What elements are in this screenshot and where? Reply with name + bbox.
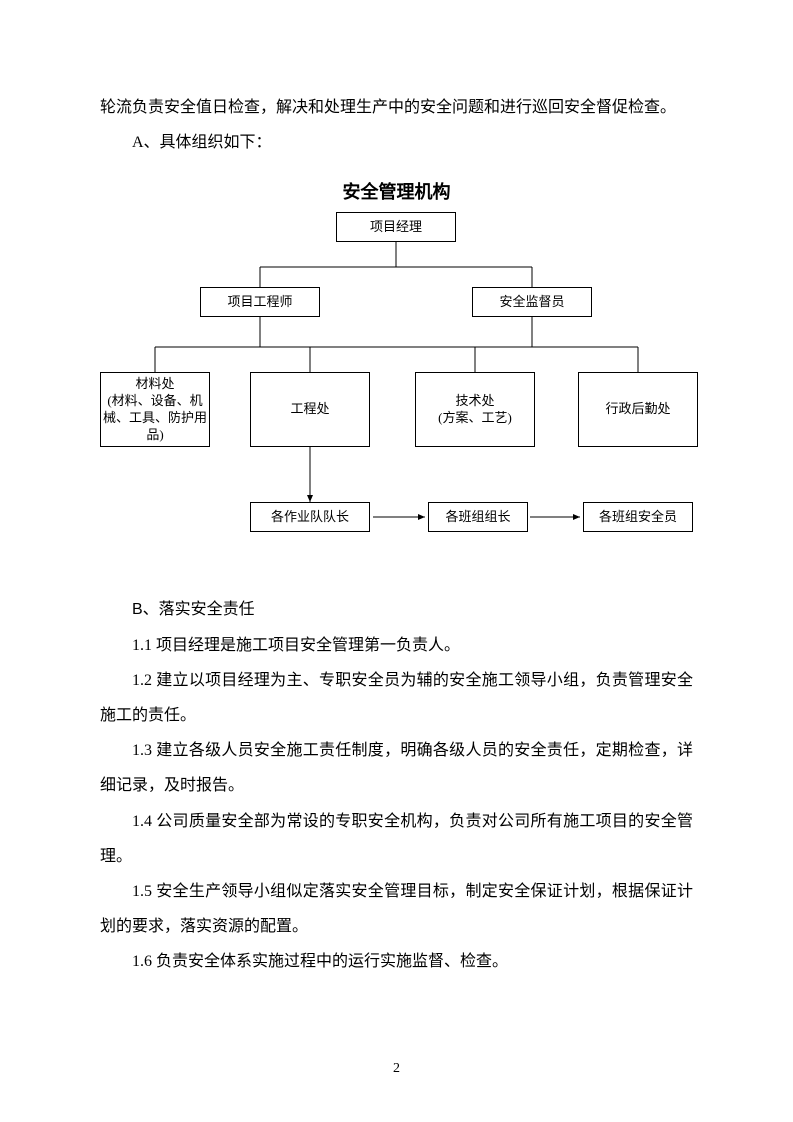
heading-b: B、落实安全责任	[100, 592, 693, 627]
node-project-engineer: 项目工程师	[200, 287, 320, 317]
node-group-leader: 各班组组长	[428, 502, 528, 532]
node-engineering: 工程处	[250, 372, 370, 447]
p-1-2: 1.2 建立以项目经理为主、专职安全员为辅的安全施工领导小组，负责管理安全施工的…	[100, 663, 693, 733]
p-1-1: 1.1 项目经理是施工项目安全管理第一负责人。	[100, 628, 693, 663]
p-1-4: 1.4 公司质量安全部为常设的专职安全机构，负责对公司所有施工项目的安全管理。	[100, 804, 693, 874]
node-safety-member: 各班组安全员	[583, 502, 693, 532]
p-1-5: 1.5 安全生产领导小组似定落实安全管理目标，制定安全保证计划，根据保证计划的要…	[100, 874, 693, 944]
intro-paragraph: 轮流负责安全值日检查，解决和处理生产中的安全问题和进行巡回安全督促检查。	[100, 90, 693, 125]
node-safety-supervisor: 安全监督员	[472, 287, 592, 317]
heading-a: A、具体组织如下：	[100, 125, 693, 160]
node-admin: 行政后勤处	[578, 372, 698, 447]
org-chart: 项目经理 项目工程师 安全监督员 材料处 (材料、设备、机械、工具、防护用品) …	[100, 212, 693, 572]
node-technical: 技术处 (方案、工艺)	[415, 372, 535, 447]
node-project-manager: 项目经理	[336, 212, 456, 242]
node-team-leader: 各作业队队长	[250, 502, 370, 532]
node-materials: 材料处 (材料、设备、机械、工具、防护用品)	[100, 372, 210, 447]
page-number: 2	[0, 1061, 793, 1077]
diagram-title: 安全管理机构	[100, 178, 693, 204]
p-1-3: 1.3 建立各级人员安全施工责任制度，明确各级人员的安全责任，定期检查，详细记录…	[100, 733, 693, 803]
p-1-6: 1.6 负责安全体系实施过程中的运行实施监督、检查。	[100, 944, 693, 979]
